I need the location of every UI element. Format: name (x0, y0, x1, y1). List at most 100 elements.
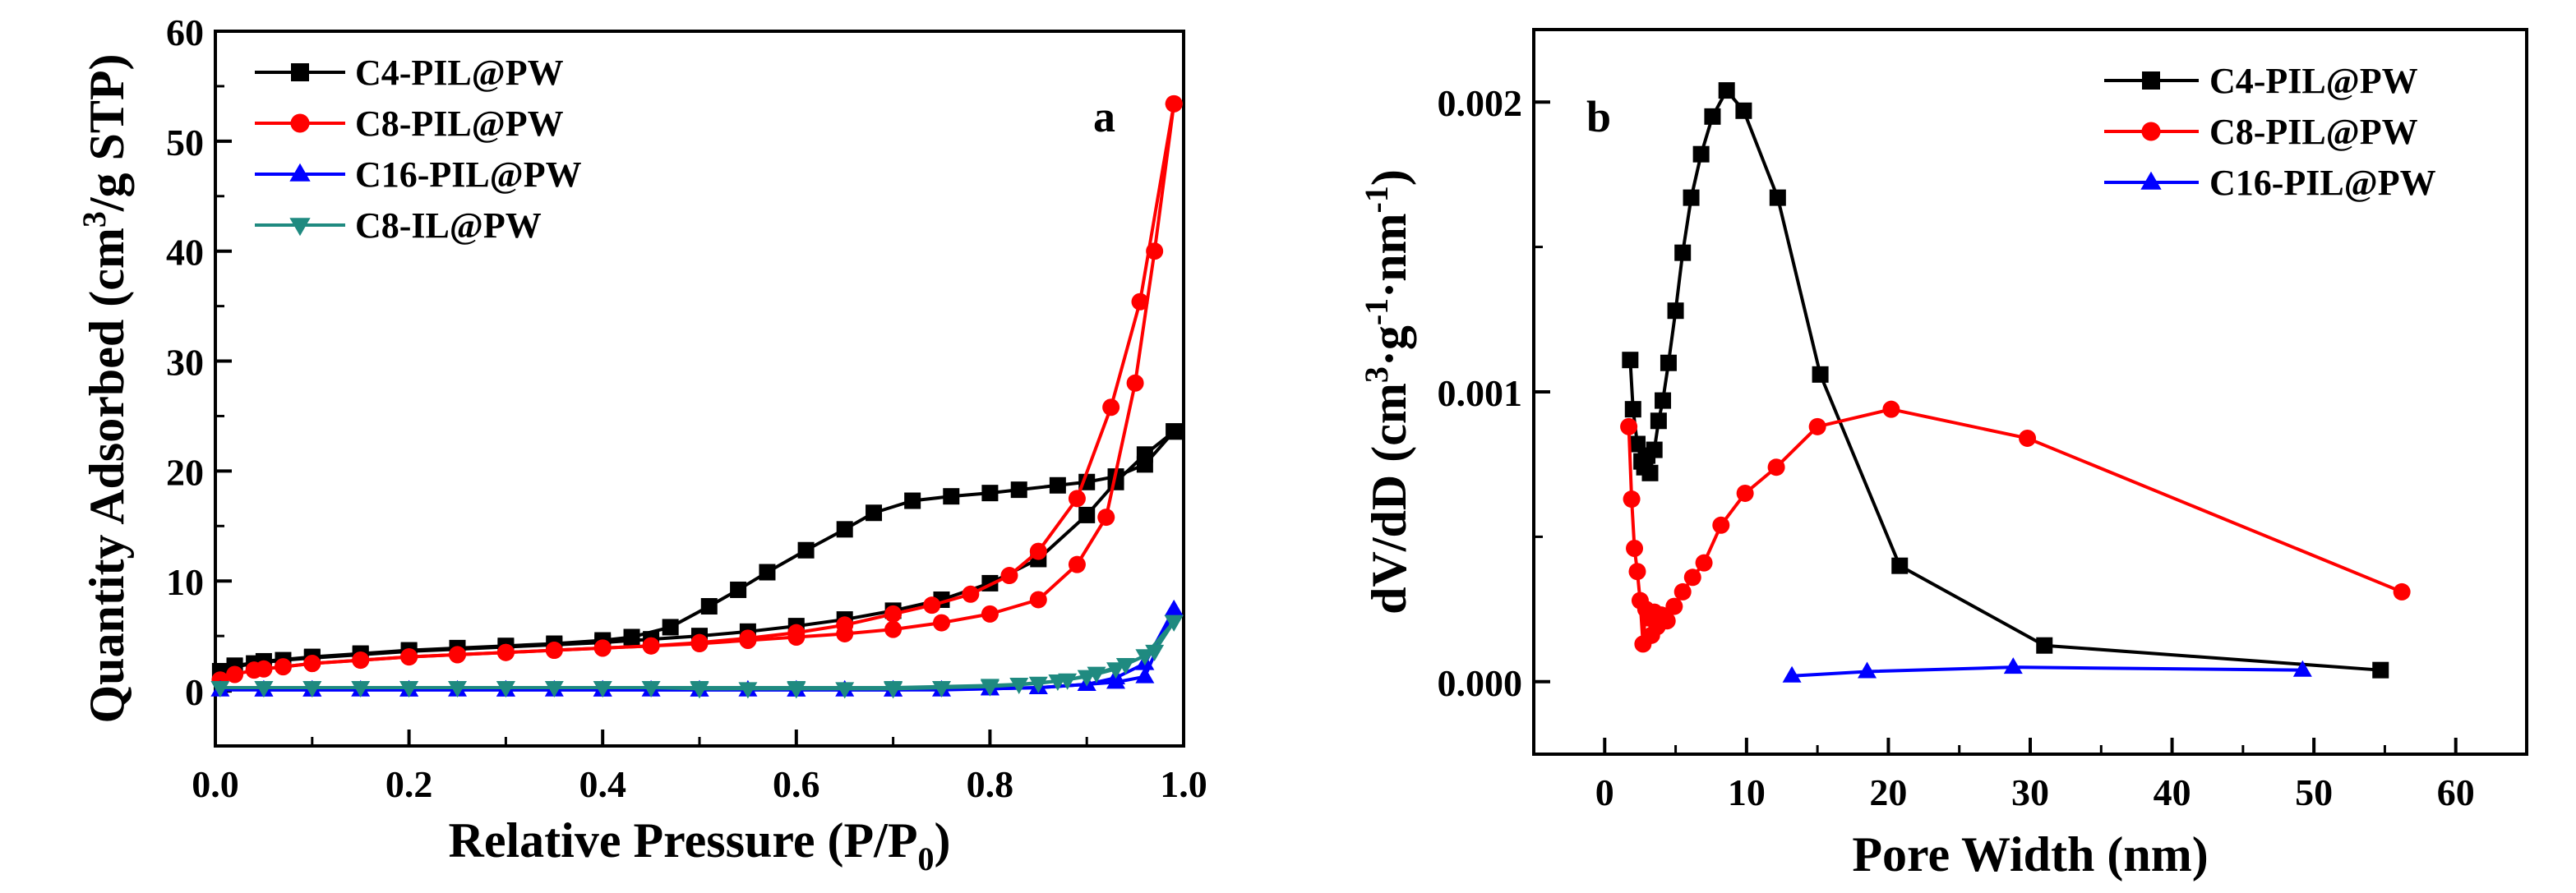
panel-b-legend: C4-PIL@PW C8-PIL@PW C16-PIL@PW (2104, 61, 2436, 203)
legend-label: C8-PIL@PW (2209, 112, 2418, 152)
panel-a-xtick-label: 0.6 (773, 763, 820, 805)
data-point (1068, 490, 1086, 508)
panel-b-ticks (1532, 100, 2528, 754)
panel-b-xtick-label: 20 (1869, 771, 1907, 813)
data-point (210, 681, 230, 698)
data-point (1858, 661, 1877, 679)
data-point (943, 488, 960, 505)
series-C16-PIL@PW (1782, 657, 2312, 683)
data-point (1146, 242, 1164, 260)
data-point (1891, 557, 1909, 574)
panel-a-ytick-label: 20 (166, 451, 204, 493)
data-point (255, 660, 273, 678)
data-point (787, 624, 806, 642)
data-point (981, 485, 999, 502)
series-line (1791, 665, 2303, 678)
data-point (1106, 662, 1126, 679)
data-point (904, 492, 921, 509)
panel-b-ytick-labels: 0.000 0.001 0.002 (1438, 82, 1523, 704)
data-point (1135, 666, 1155, 684)
desorption-line (263, 104, 1176, 671)
data-point (1667, 302, 1684, 320)
data-point (544, 681, 564, 698)
panel-b-xtick-label: 40 (2154, 771, 2191, 813)
data-point (884, 620, 903, 638)
data-point (1164, 600, 1184, 617)
data-point (1683, 568, 1701, 587)
panel-a-ytick-label: 60 (166, 12, 204, 53)
data-point (1622, 352, 1639, 369)
data-point (1712, 516, 1730, 534)
data-point (1674, 244, 1692, 261)
series-C4-PIL@PW (1622, 82, 2389, 679)
data-point (641, 681, 661, 698)
panel-a-ytick-label: 40 (166, 232, 204, 274)
data-point (1626, 540, 1644, 558)
data-point (835, 682, 855, 699)
legend-label: C16-PIL@PW (2209, 163, 2436, 203)
data-point (496, 681, 515, 698)
data-point (981, 605, 999, 623)
data-point (1620, 417, 1638, 435)
data-point (1009, 678, 1029, 695)
data-point (1665, 597, 1683, 615)
data-point (1704, 108, 1721, 125)
data-point (1068, 555, 1086, 573)
data-point (1767, 458, 1785, 476)
data-point (884, 605, 903, 623)
data-point (1102, 398, 1120, 417)
data-point (1650, 412, 1667, 430)
legend-marker (291, 63, 309, 81)
data-point (1660, 354, 1677, 371)
legend-marker (290, 113, 310, 133)
legend-label: C4-PIL@PW (2209, 61, 2418, 101)
data-point (1029, 542, 1047, 560)
data-point (1078, 506, 1096, 523)
panel-b-series (1620, 82, 2411, 683)
panel-b: 0.000 0.001 0.002 0 10 20 30 40 50 60 b Pore Wid… (1358, 28, 2528, 881)
data-point (1641, 464, 1659, 481)
data-point (797, 541, 815, 559)
data-point (274, 658, 292, 676)
data-point (1097, 509, 1115, 527)
panel-a-ytick-labels: 0 10 20 30 40 50 60 (166, 12, 204, 713)
data-point (2292, 660, 2312, 677)
legend-marker (2141, 122, 2161, 141)
data-point (449, 646, 466, 664)
data-point (836, 521, 853, 538)
data-point (1658, 612, 1676, 630)
data-point (2003, 657, 2023, 674)
data-point (1135, 649, 1155, 666)
panel-a-series (210, 94, 1184, 699)
data-point (866, 504, 883, 522)
data-point (1077, 670, 1096, 687)
data-point (1769, 189, 1786, 206)
legend-label: C8-PIL@PW (355, 104, 564, 144)
data-point (836, 616, 854, 634)
panel-a-xtick-label: 0.2 (385, 763, 433, 805)
panel-b-xtick-label: 50 (2295, 771, 2333, 813)
panel-b-label: b (1586, 92, 1611, 141)
data-point (1010, 481, 1027, 499)
legend-label: C16-PIL@PW (355, 154, 582, 195)
data-point (593, 681, 612, 698)
panel-b-xtick-label: 10 (1728, 771, 1766, 813)
data-point (730, 581, 747, 598)
data-point (787, 681, 806, 698)
data-point (759, 564, 776, 581)
data-point (226, 665, 244, 684)
data-point (923, 596, 941, 615)
legend-marker (289, 163, 311, 182)
data-point (302, 681, 322, 698)
data-point (1692, 145, 1710, 163)
data-point (1126, 374, 1144, 392)
data-point (1623, 490, 1641, 509)
panel-b-xlabel: Pore Width (nm) (1852, 827, 2208, 881)
data-point (545, 642, 563, 660)
series-C8-IL@PW (210, 615, 1184, 699)
data-point (1735, 102, 1752, 119)
data-point (593, 639, 612, 657)
data-point (1882, 400, 1900, 418)
panel-a-ticks (214, 30, 1185, 748)
data-point (933, 614, 950, 632)
